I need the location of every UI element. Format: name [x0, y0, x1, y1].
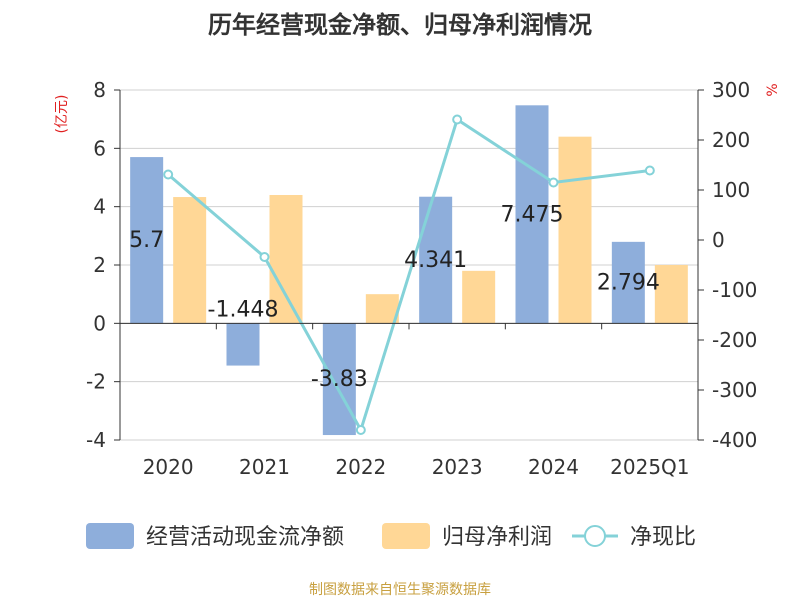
bars-group — [130, 105, 688, 436]
ratio-line-group — [163, 114, 655, 435]
cashflow-bar — [419, 196, 453, 324]
net-profit-bar — [462, 270, 496, 324]
legend-cashflow-swatch — [86, 523, 134, 549]
axes-group: -4 -2 0 2 4 6 8 -400 -300 -200 -100 0 100 200 300 2020 2… — [86, 78, 757, 479]
net-profit-bar — [269, 195, 303, 324]
y-right-tick-label: 200 — [712, 128, 750, 152]
y-left-tick-label: 0 — [93, 311, 106, 335]
y-right-tick-label: -100 — [712, 278, 757, 302]
cashflow-bar — [611, 241, 645, 324]
legend: 经营活动现金流净额 归母净利润 净现比 — [86, 523, 696, 550]
x-tick-label: 2024 — [528, 455, 579, 479]
legend-label: 归母净利润 — [442, 525, 552, 550]
chart-title: 历年经营现金净额、归母净利润情况 — [208, 11, 592, 39]
data-label: 7.475 — [501, 202, 564, 227]
cashflow-bar — [130, 157, 164, 324]
data-label: -1.448 — [208, 298, 279, 323]
y-left-tick-label: 8 — [93, 78, 106, 102]
y-right-tick-label: 300 — [712, 78, 750, 102]
ratio-point — [259, 252, 270, 262]
legend-label: 净现比 — [630, 525, 696, 550]
net-profit-bar — [365, 294, 399, 324]
x-tick-label: 2021 — [239, 455, 290, 479]
source-note: 制图数据来自恒生聚源数据库 — [309, 582, 491, 598]
net-profit-bar — [558, 136, 592, 324]
cashflow-bar — [515, 105, 549, 324]
y-left-tick-label: -2 — [86, 370, 106, 394]
cashflow-bar — [226, 323, 260, 366]
net-profit-bar — [173, 197, 207, 324]
legend-ratio-swatch-marker — [584, 525, 606, 547]
net-profit-bar — [654, 265, 688, 324]
ratio-point — [452, 114, 463, 125]
y-left-tick-label: -4 — [86, 428, 106, 452]
x-tick-label: 2023 — [432, 455, 483, 479]
data-label: 4.341 — [404, 248, 467, 273]
y-right-tick-label: -300 — [712, 378, 757, 402]
x-tick-label: 2022 — [335, 455, 386, 479]
y-left-axis-label: (亿元) — [54, 95, 70, 134]
data-labels-group: 5.7 -1.448 -3.83 4.341 7.475 2.794 — [129, 202, 660, 392]
y-left-tick-label: 4 — [93, 195, 106, 219]
data-label: 5.7 — [129, 228, 164, 253]
x-tick-label: 2025Q1 — [610, 455, 689, 479]
legend-label: 经营活动现金流净额 — [146, 525, 344, 550]
y-right-axis-label: % — [765, 83, 781, 96]
y-left-tick-label: 6 — [93, 136, 106, 160]
x-tick-label: 2020 — [143, 455, 194, 479]
y-right-tick-label: -200 — [712, 328, 757, 352]
cashflow-bar — [322, 323, 356, 436]
y-right-tick-label: 0 — [712, 228, 725, 252]
ratio-point — [644, 165, 655, 176]
ratio-point — [355, 425, 366, 435]
y-right-tick-label: -400 — [712, 428, 757, 452]
legend-net-profit-swatch — [382, 523, 430, 549]
ratio-point — [163, 169, 174, 180]
ratio-line — [167, 117, 651, 434]
data-label: -3.83 — [311, 367, 368, 392]
data-label: 2.794 — [597, 271, 660, 296]
y-left-tick-label: 2 — [93, 253, 106, 277]
ratio-point — [548, 177, 559, 188]
y-right-tick-label: 100 — [712, 178, 750, 202]
